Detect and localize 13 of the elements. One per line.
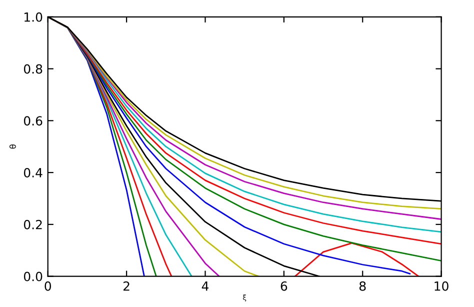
x-tick-label: 8 <box>359 281 366 291</box>
y-tick-label: 1.0 <box>24 12 42 22</box>
x-tick-label: 0 <box>44 281 52 291</box>
y-tick-label: 0.0 <box>24 272 42 282</box>
x-tick-label: 4 <box>202 282 209 291</box>
y-axis-title: θ <box>9 144 16 149</box>
x-tick-label: 10 <box>434 281 448 291</box>
y-tick-label: 0.2 <box>24 220 42 230</box>
x-tick-label: 6 <box>280 281 288 291</box>
y-tick-label: 0.8 <box>24 64 42 74</box>
y-tick-label: 0.6 <box>24 116 42 126</box>
x-tick-label: 2 <box>123 281 130 291</box>
y-tick-label: 0.4 <box>24 168 42 178</box>
